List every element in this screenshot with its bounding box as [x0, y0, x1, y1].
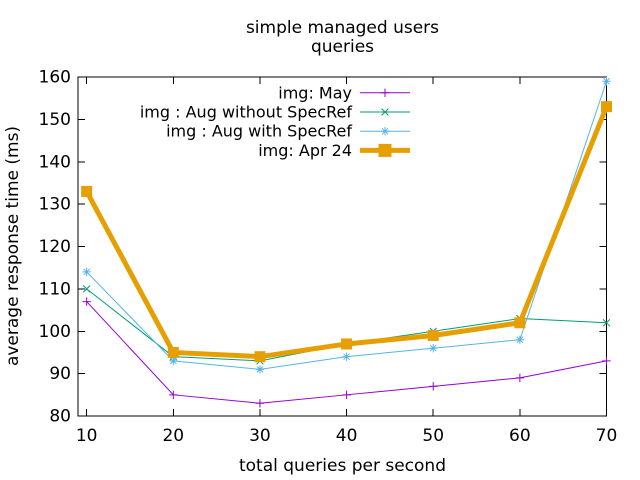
chart-title-line2: queries: [310, 37, 375, 57]
square-marker-icon: [254, 351, 266, 363]
y-tick-label: 160: [39, 68, 71, 88]
plus-marker-icon: [82, 297, 91, 306]
x-tick-label: 40: [336, 426, 358, 446]
x-tick-label: 60: [509, 426, 531, 446]
asterisk-marker-icon: [82, 267, 91, 277]
y-tick-label: 150: [39, 110, 71, 130]
chart-title: simple managed users queries: [78, 19, 607, 57]
square-marker-icon: [601, 101, 612, 113]
plus-marker-icon: [169, 390, 178, 400]
square-marker-icon: [514, 317, 526, 329]
plus-marker-icon: [515, 373, 525, 383]
y-tick-label: 100: [39, 322, 71, 342]
asterisk-marker-icon: [255, 365, 265, 374]
chart-title-line1: simple managed users: [245, 18, 440, 38]
plus-marker-icon: [380, 88, 390, 97]
y-tick-label: 80: [49, 407, 71, 427]
cross-marker-icon: [602, 319, 611, 327]
x-axis-label: total queries per second: [238, 456, 446, 476]
square-marker-icon: [341, 338, 353, 350]
x-tick-label: 50: [422, 426, 444, 446]
cross-marker-icon: [82, 285, 91, 293]
plus-marker-icon: [255, 399, 265, 408]
legend-label: img: May: [278, 83, 352, 102]
asterisk-marker-icon: [380, 127, 390, 136]
cross-marker-icon: [381, 108, 389, 116]
y-tick-label: 110: [39, 279, 71, 299]
plus-marker-icon: [342, 390, 351, 400]
asterisk-marker-icon: [602, 77, 611, 86]
y-tick-label: 120: [39, 237, 71, 257]
square-marker-icon: [81, 185, 93, 197]
plus-marker-icon: [602, 356, 611, 366]
square-marker-icon: [427, 329, 439, 341]
x-tick-label: 70: [596, 426, 618, 446]
asterisk-marker-icon: [515, 335, 525, 344]
asterisk-marker-icon: [429, 344, 438, 353]
y-tick-label: 130: [39, 195, 71, 215]
legend-label: img: Apr 24: [258, 141, 352, 160]
legend-label: img : Aug with SpecRef: [166, 122, 352, 141]
asterisk-marker-icon: [169, 356, 178, 366]
y-tick-label: 140: [39, 152, 71, 172]
plus-marker-icon: [429, 382, 438, 391]
square-marker-icon: [167, 346, 179, 358]
x-tick-label: 20: [162, 426, 184, 446]
y-tick-label: 90: [49, 364, 71, 384]
x-tick-label: 30: [249, 426, 271, 446]
legend-label: img : Aug without SpecRef: [140, 103, 353, 122]
asterisk-marker-icon: [342, 352, 351, 361]
square-marker-icon: [378, 143, 392, 157]
x-tick-label: 10: [76, 426, 98, 446]
